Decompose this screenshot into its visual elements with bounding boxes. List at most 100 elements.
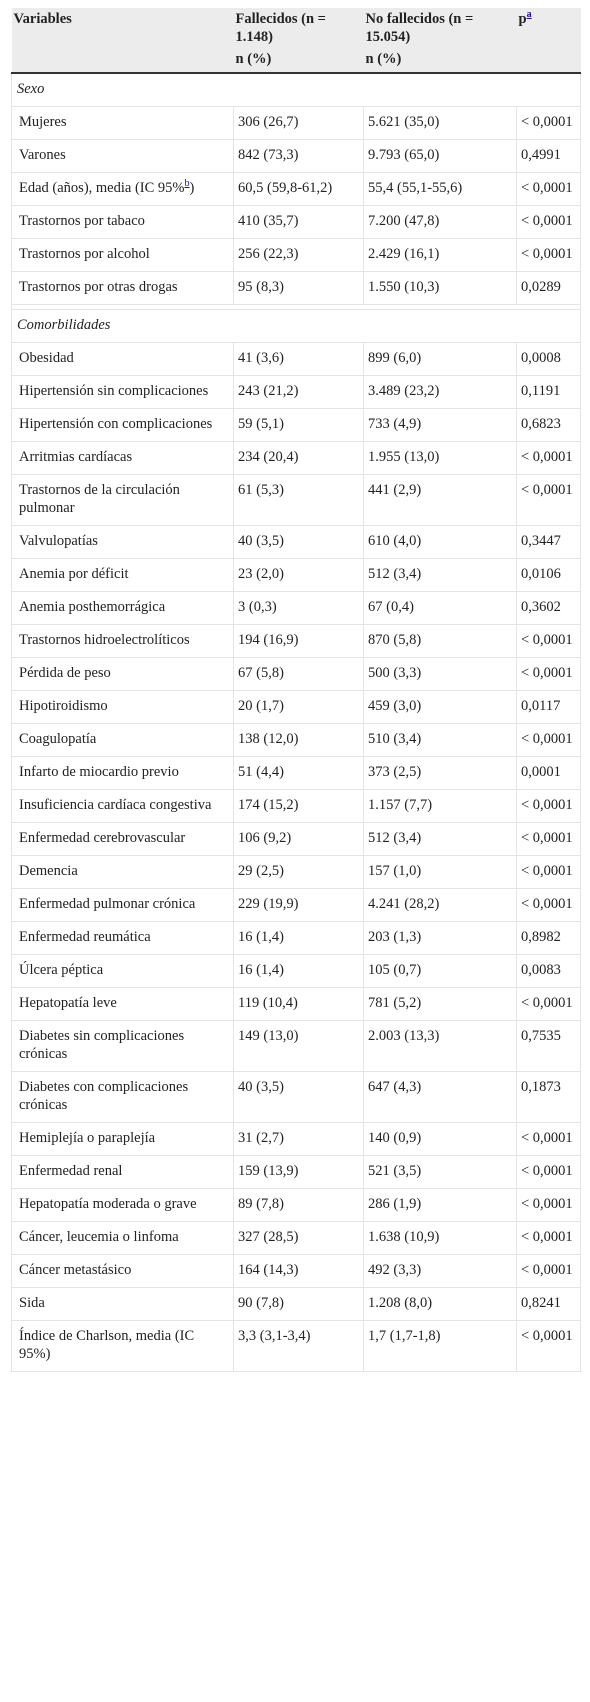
header-text: Fallecidos (n = 1.148) [235, 11, 326, 45]
no-fallecidos-cell: 899 (6,0) [363, 342, 517, 376]
data-row: Sida 90 (7,8) 1.208 (8,0) 0,8241 [11, 1287, 581, 1321]
variable-label: Arritmias cardíacas [19, 449, 133, 465]
fallecidos-cell: 842 (73,3) [233, 139, 364, 173]
fallecidos-cell: 164 (14,3) [233, 1254, 364, 1288]
variable-label: Diabetes sin complicaciones crónicas [19, 1028, 185, 1062]
fallecidos-cell: 106 (9,2) [233, 822, 364, 856]
no-fallecidos-cell: 286 (1,9) [363, 1188, 517, 1222]
fallecidos-cell: 229 (19,9) [233, 888, 364, 922]
data-row: Trastornos por alcohol 256 (22,3) 2.429 (1… [11, 238, 581, 272]
no-fallecidos-cell: 5.621 (35,0) [363, 106, 517, 140]
no-fallecidos-cell: 3.489 (23,2) [363, 375, 517, 409]
no-fallecidos-cell: 373 (2,5) [363, 756, 517, 790]
fallecidos-cell: 256 (22,3) [233, 238, 364, 272]
p-value-cell: < 0,0001 [516, 474, 581, 526]
data-row: Trastornos de la circulación pulmonar 61 … [11, 474, 581, 526]
fallecidos-cell: 29 (2,5) [233, 855, 364, 889]
variable-label: Trastornos por otras drogas [19, 279, 178, 295]
variable-cell: Edad (años), media (IC 95%b) [11, 172, 234, 206]
variable-label: Enfermedad renal [19, 1163, 123, 1179]
p-value-cell: 0,3447 [516, 525, 581, 559]
fallecidos-cell: 159 (13,9) [233, 1155, 364, 1189]
data-row: Anemia posthemorrágica 3 (0,3) 67 (0,4) 0,3… [11, 591, 581, 625]
variable-cell: Pérdida de peso [11, 657, 234, 691]
variable-cell: Arritmias cardíacas [11, 441, 234, 475]
variable-label: Trastornos de la circulación pulmonar [19, 482, 180, 516]
data-row: Obesidad 41 (3,6) 899 (6,0) 0,0008 [11, 342, 581, 376]
data-row: Arritmias cardíacas 234 (20,4) 1.955 (13,0… [11, 441, 581, 475]
data-row: Trastornos por tabaco 410 (35,7) 7.200 (47… [11, 205, 581, 239]
p-value-cell: 0,0289 [516, 271, 581, 305]
variable-label: Hipertensión con complicaciones [19, 416, 213, 432]
data-row: Hepatopatía leve 119 (10,4) 781 (5,2) < 0,0… [11, 987, 581, 1021]
data-row: Diabetes con complicaciones crónicas 40 (… [11, 1071, 581, 1123]
variable-label: Edad (años), media (IC 95% [19, 180, 185, 196]
variable-cell: Demencia [11, 855, 234, 889]
no-fallecidos-cell: 610 (4,0) [363, 525, 517, 559]
no-fallecidos-cell: 1,7 (1,7-1,8) [363, 1320, 517, 1372]
variable-label: Enfermedad cerebrovascular [19, 830, 186, 846]
results-table: Variables Fallecidos (n = 1.148) n (%) No… [11, 8, 581, 1372]
no-fallecidos-cell: 870 (5,8) [363, 624, 517, 658]
no-fallecidos-cell: 140 (0,9) [363, 1122, 517, 1156]
data-row: Insuficiencia cardíaca congestiva 174 (15… [11, 789, 581, 823]
variable-cell: Varones [11, 139, 234, 173]
no-fallecidos-cell: 1.638 (10,9) [363, 1221, 517, 1255]
data-row: Trastornos hidroelectrolíticos 194 (16,9)… [11, 624, 581, 658]
p-value-cell: 0,0001 [516, 756, 581, 790]
variable-cell: Cáncer, leucemia o linfoma [11, 1221, 234, 1255]
variable-cell: Trastornos por otras drogas [11, 271, 234, 305]
variable-label: Insuficiencia cardíaca congestiva [19, 797, 212, 813]
fallecidos-cell: 327 (28,5) [233, 1221, 364, 1255]
p-value-cell: 0,1191 [516, 375, 581, 409]
variable-label: Trastornos por alcohol [19, 246, 150, 262]
no-fallecidos-cell: 1.208 (8,0) [363, 1287, 517, 1321]
variable-cell: Enfermedad reumática [11, 921, 234, 955]
p-value-cell: 0,1873 [516, 1071, 581, 1123]
p-value-cell: < 0,0001 [516, 205, 581, 239]
variable-cell: Enfermedad pulmonar crónica [11, 888, 234, 922]
variable-label: Hepatopatía leve [19, 995, 117, 1011]
variable-cell: Hipertensión sin complicaciones [11, 375, 234, 409]
variable-cell: Anemia posthemorrágica [11, 591, 234, 625]
footnote-link[interactable]: a [526, 9, 532, 21]
section-row: Comorbilidades [11, 309, 581, 343]
variable-label: Anemia posthemorrágica [19, 599, 166, 615]
variable-label: Úlcera péptica [19, 962, 104, 978]
variable-label: Hipertensión sin complicaciones [19, 383, 209, 399]
header-cell: No fallecidos (n = 15.054) n (%) [363, 8, 517, 74]
fallecidos-cell: 149 (13,0) [233, 1020, 364, 1072]
header-text: Variables [13, 11, 72, 27]
variable-label: Cáncer metastásico [19, 1262, 132, 1278]
fallecidos-cell: 20 (1,7) [233, 690, 364, 724]
no-fallecidos-cell: 1.157 (7,7) [363, 789, 517, 823]
variable-label: Pérdida de peso [19, 665, 111, 681]
fallecidos-cell: 67 (5,8) [233, 657, 364, 691]
fallecidos-cell: 40 (3,5) [233, 1071, 364, 1123]
variable-label: Varones [19, 147, 66, 163]
variable-cell: Insuficiencia cardíaca congestiva [11, 789, 234, 823]
variable-label: Anemia por déficit [19, 566, 129, 582]
p-value-cell: < 0,0001 [516, 238, 581, 272]
data-row: Hipotiroidismo 20 (1,7) 459 (3,0) 0,0117 [11, 690, 581, 724]
variable-cell: Hepatopatía moderada o grave [11, 1188, 234, 1222]
p-value-cell: < 0,0001 [516, 723, 581, 757]
footnote-link[interactable]: b [184, 178, 190, 190]
p-value-cell: < 0,0001 [516, 1122, 581, 1156]
p-value-cell: < 0,0001 [516, 1155, 581, 1189]
variable-label: Enfermedad pulmonar crónica [19, 896, 196, 912]
header-unit: n (%) [235, 51, 272, 67]
variable-cell: Infarto de miocardio previo [11, 756, 234, 790]
no-fallecidos-cell: 512 (3,4) [363, 822, 517, 856]
p-value-cell: < 0,0001 [516, 172, 581, 206]
no-fallecidos-cell: 492 (3,3) [363, 1254, 517, 1288]
header-text: p [518, 11, 527, 27]
fallecidos-cell: 194 (16,9) [233, 624, 364, 658]
no-fallecidos-cell: 4.241 (28,2) [363, 888, 517, 922]
fallecidos-cell: 306 (26,7) [233, 106, 364, 140]
p-value-cell: 0,8241 [516, 1287, 581, 1321]
fallecidos-cell: 89 (7,8) [233, 1188, 364, 1222]
header-unit: n (%) [365, 51, 402, 67]
fallecidos-cell: 234 (20,4) [233, 441, 364, 475]
data-row: Hepatopatía moderada o grave 89 (7,8) 286 … [11, 1188, 581, 1222]
